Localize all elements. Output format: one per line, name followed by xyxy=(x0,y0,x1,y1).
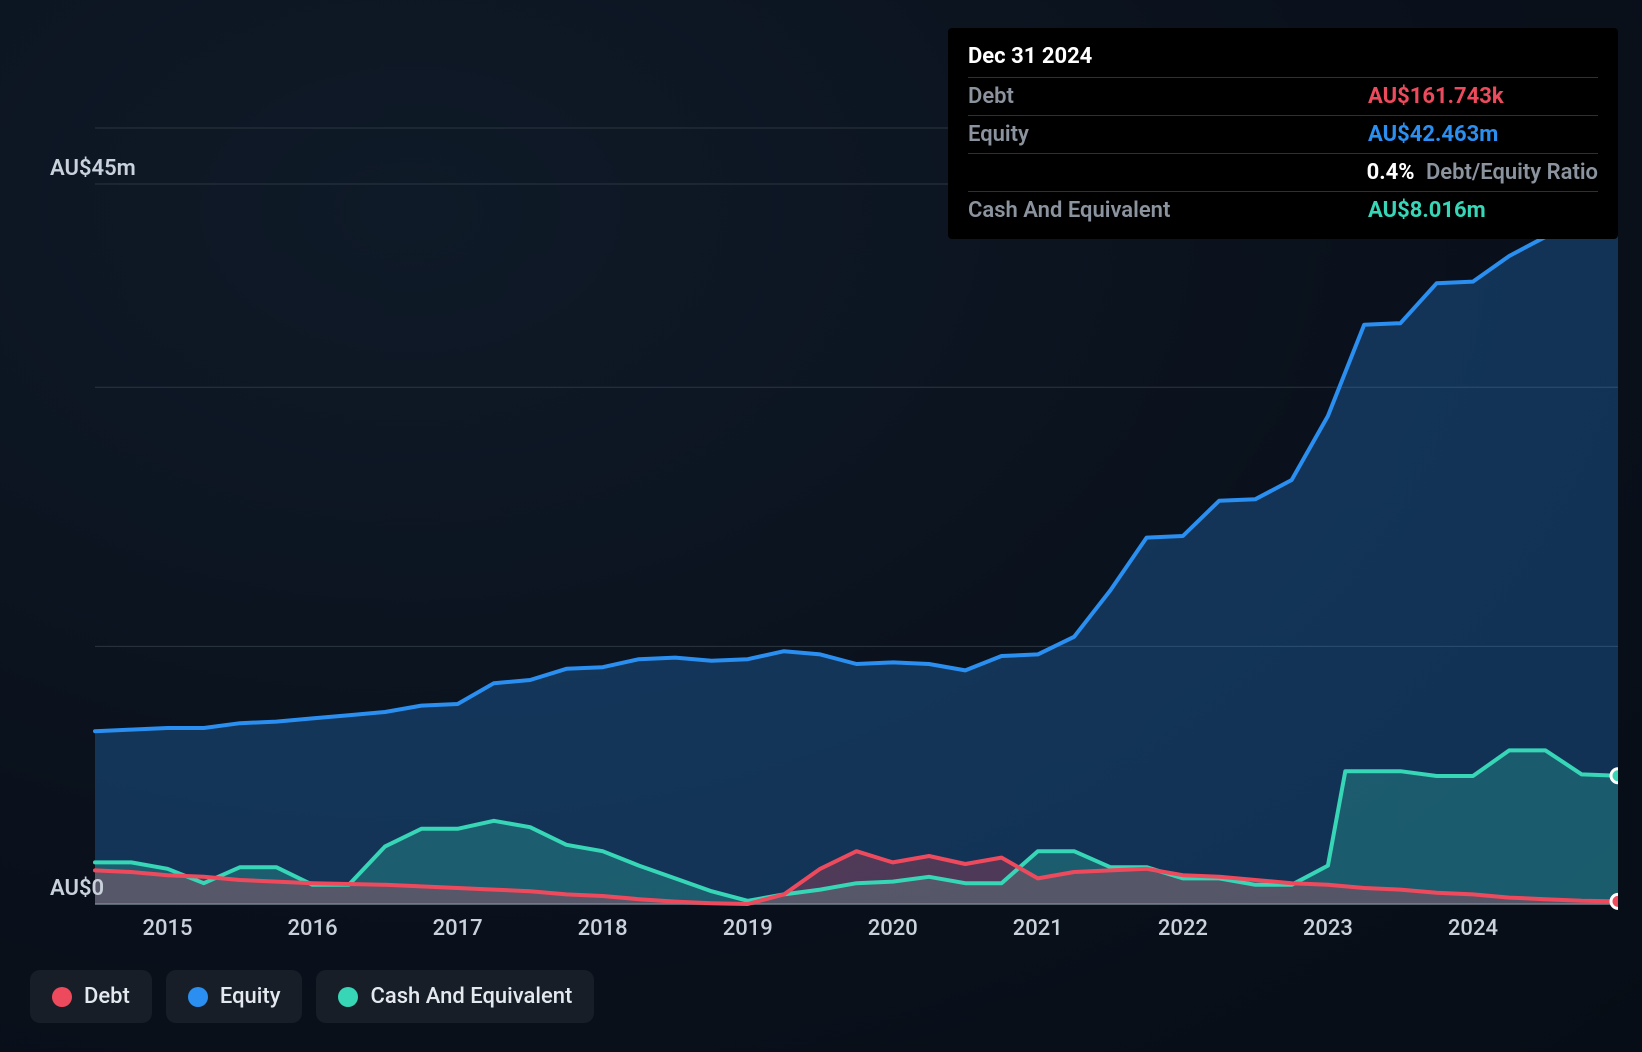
legend-label: Cash And Equivalent xyxy=(370,984,572,1009)
tooltip-value: AU$42.463m xyxy=(1368,122,1598,147)
chart-legend: Debt Equity Cash And Equivalent xyxy=(30,970,594,1023)
x-axis-label: 2018 xyxy=(578,916,628,941)
x-axis-label: 2016 xyxy=(288,916,338,941)
tooltip-ratio-row: 0.4% Debt/Equity Ratio xyxy=(968,153,1598,191)
chart-tooltip: Dec 31 2024 Debt AU$161.743k Equity AU$42.4… xyxy=(948,28,1618,239)
tooltip-ratio-value: 0.4% xyxy=(1367,160,1415,185)
cash-swatch-icon xyxy=(338,987,358,1007)
tooltip-ratio-label: Debt/Equity Ratio xyxy=(1426,160,1598,185)
tooltip-key: Cash And Equivalent xyxy=(968,198,1170,223)
legend-label: Equity xyxy=(220,984,281,1009)
x-axis-label: 2024 xyxy=(1448,916,1498,941)
x-axis-label: 2020 xyxy=(868,916,918,941)
tooltip-value: AU$8.016m xyxy=(1368,198,1598,223)
equity-swatch-icon xyxy=(188,987,208,1007)
x-axis-label: 2019 xyxy=(723,916,773,941)
tooltip-key: Debt xyxy=(968,84,1014,109)
legend-item-cash[interactable]: Cash And Equivalent xyxy=(316,970,594,1023)
legend-label: Debt xyxy=(84,984,130,1009)
tooltip-value: AU$161.743k xyxy=(1368,84,1598,109)
legend-item-equity[interactable]: Equity xyxy=(166,970,303,1023)
tooltip-row: Cash And Equivalent AU$8.016m xyxy=(968,191,1598,229)
tooltip-row: Debt AU$161.743k xyxy=(968,77,1598,115)
debt-swatch-icon xyxy=(52,987,72,1007)
y-axis-label: AU$45m xyxy=(50,156,136,181)
tooltip-date: Dec 31 2024 xyxy=(968,44,1598,77)
x-axis-label: 2022 xyxy=(1158,916,1208,941)
x-axis-label: 2023 xyxy=(1303,916,1353,941)
x-axis-label: 2015 xyxy=(143,916,193,941)
y-axis-label: AU$0 xyxy=(50,876,104,901)
x-axis-label: 2017 xyxy=(433,916,483,941)
legend-item-debt[interactable]: Debt xyxy=(30,970,152,1023)
x-axis-label: 2021 xyxy=(1013,916,1063,941)
tooltip-row: Equity AU$42.463m xyxy=(968,115,1598,153)
tooltip-key: Equity xyxy=(968,122,1029,147)
